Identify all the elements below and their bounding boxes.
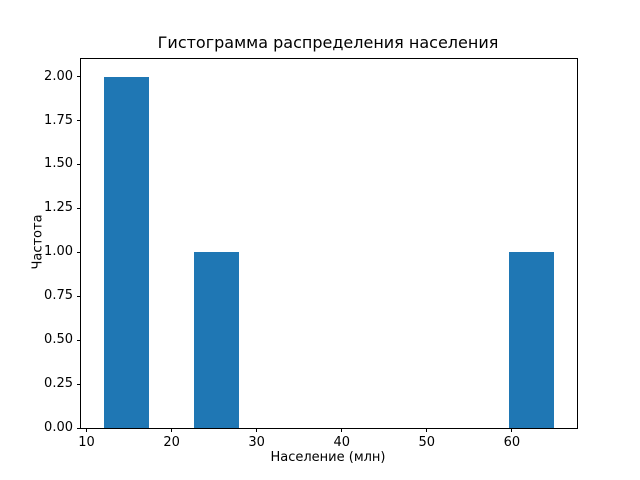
chart-title: Гистограмма распределения населения (157, 33, 499, 52)
y-tick-label: 0.75 (44, 288, 73, 304)
x-tick-label: 20 (163, 435, 180, 450)
y-tick-mark (77, 427, 81, 429)
y-tick-label: 1.00 (44, 244, 73, 260)
y-tick-mark (77, 295, 81, 297)
y-axis-label: Частота (30, 214, 46, 270)
y-tick-mark (77, 339, 81, 341)
x-tick-label: 30 (248, 435, 265, 450)
histogram-bar (103, 76, 149, 428)
y-tick-mark (77, 383, 81, 385)
y-tick-label: 1.75 (44, 112, 73, 128)
y-tick-mark (77, 163, 81, 165)
y-tick-mark (77, 207, 81, 209)
x-tick-label: 40 (333, 435, 351, 450)
y-tick-label: 1.50 (44, 156, 73, 172)
x-tick-label: 60 (503, 435, 521, 450)
y-tick-label: 0.00 (44, 420, 73, 435)
x-tick-mark (86, 428, 87, 432)
plot-area: 10 20 30 40 50 60 0.00 0.25 0.50 0.75 1.00 1.25 1.50… (44, 58, 578, 450)
y-tick-label: 2.00 (44, 68, 73, 84)
x-tick-mark (341, 428, 343, 432)
x-tick-mark (511, 428, 513, 432)
histogram-bar (509, 252, 555, 428)
x-tick-label: 50 (418, 435, 436, 450)
y-tick-label: 0.25 (44, 376, 73, 392)
y-tick-mark (77, 76, 81, 78)
x-tick-label: 10 (78, 435, 95, 450)
y-tick-mark (77, 251, 81, 253)
y-tick-label: 1.25 (44, 200, 73, 216)
x-axis-label: Население (млн) (270, 450, 386, 465)
x-tick-mark (171, 428, 173, 432)
x-tick-mark (426, 428, 428, 432)
histogram-bar (193, 252, 239, 428)
y-tick-label: 0.50 (44, 332, 73, 348)
y-tick-mark (77, 120, 81, 121)
x-tick-mark (256, 428, 258, 432)
